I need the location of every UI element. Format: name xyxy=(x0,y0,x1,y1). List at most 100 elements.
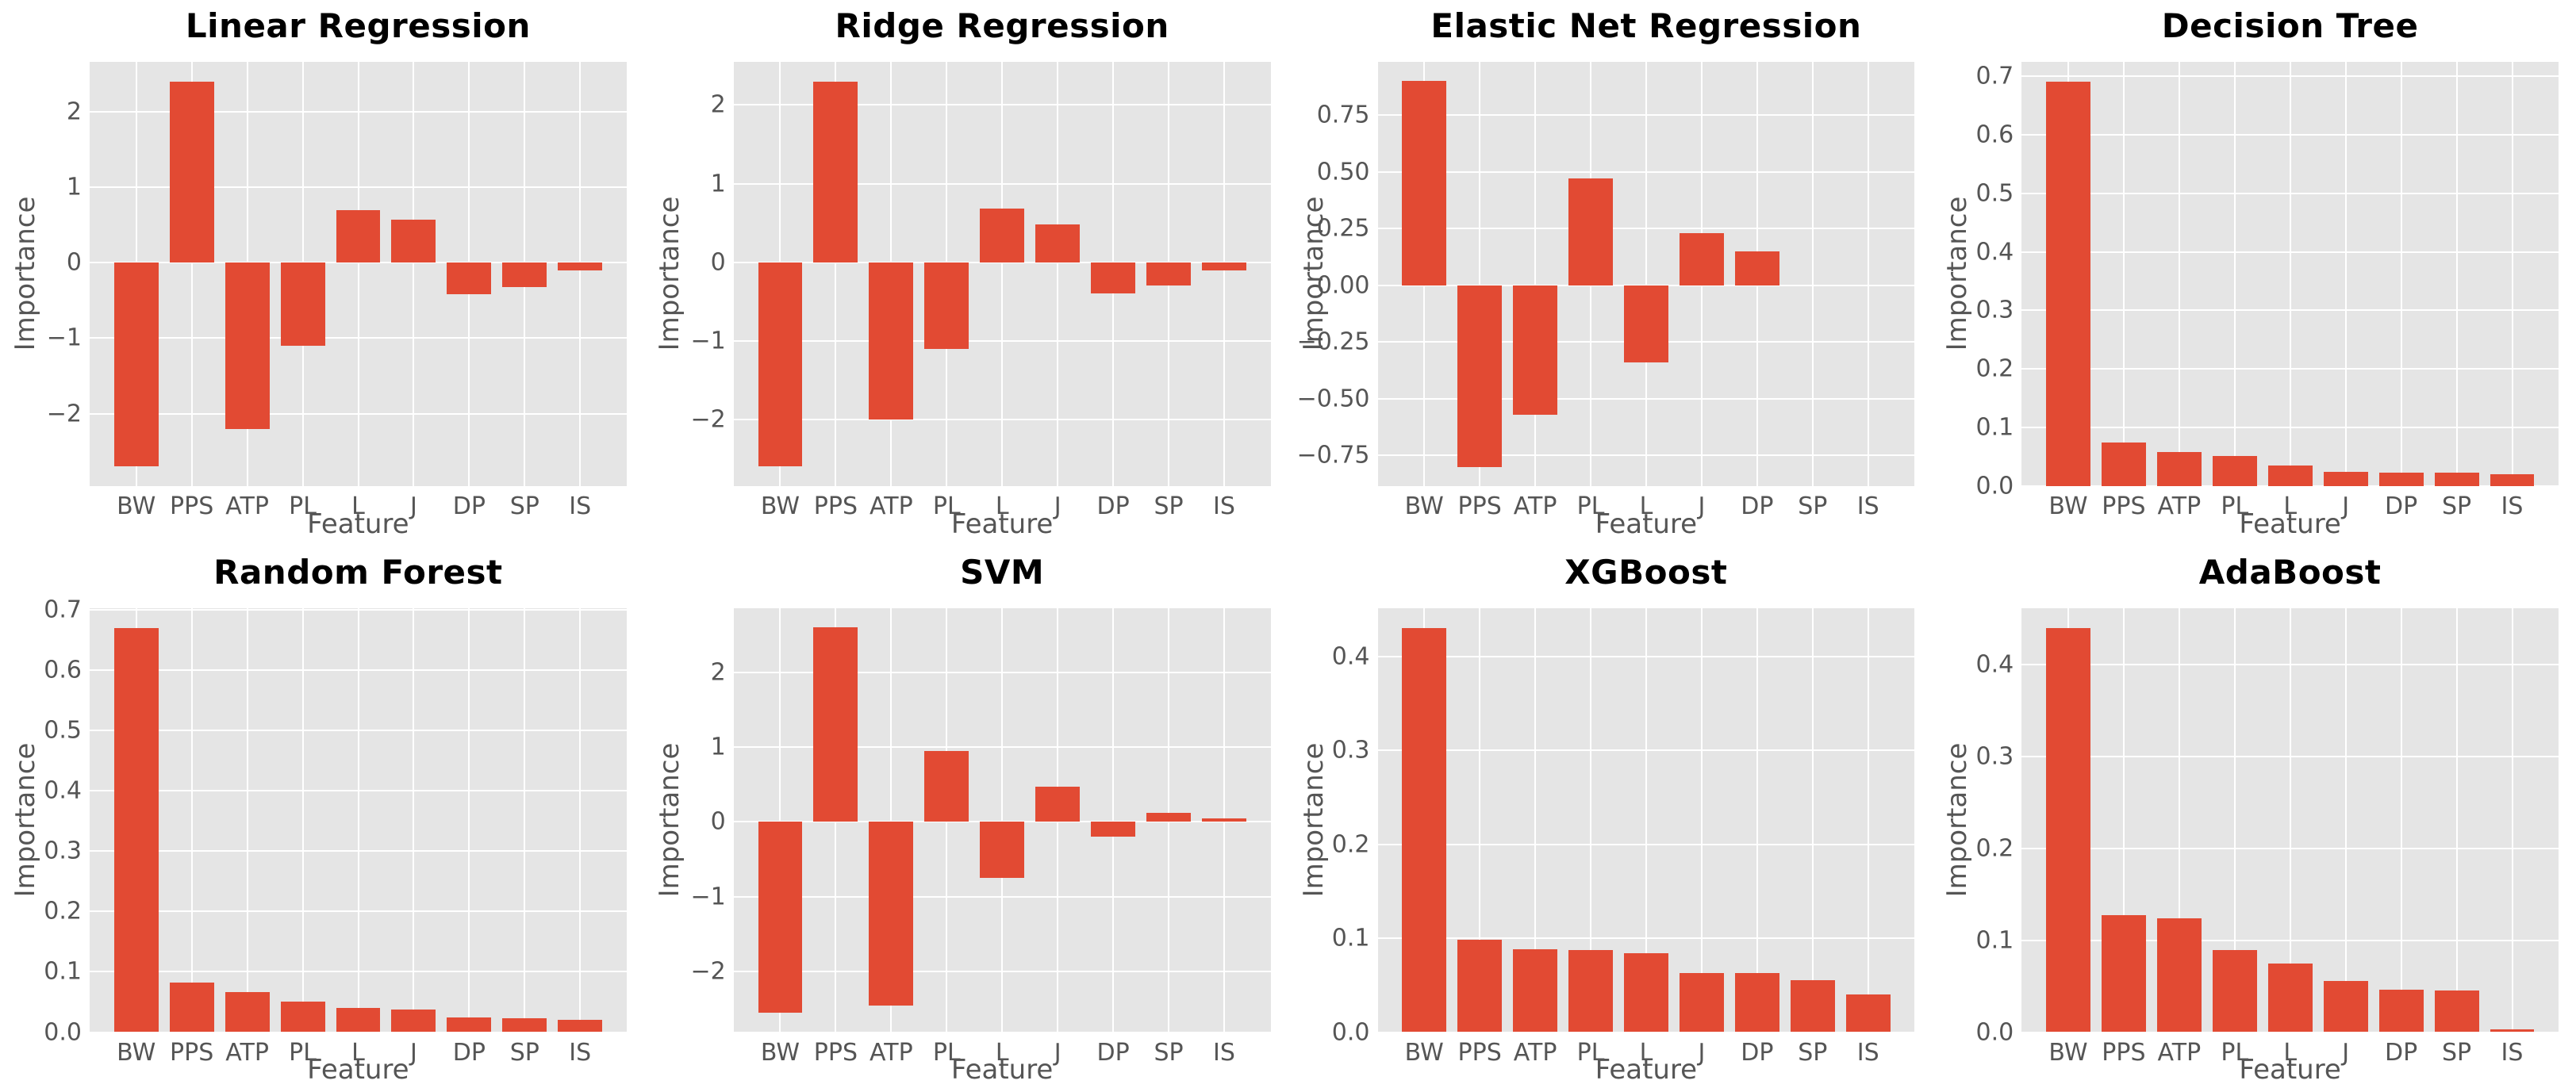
bar-L xyxy=(336,209,381,263)
bar-DP xyxy=(447,262,492,295)
bar-PL xyxy=(2212,455,2257,486)
x-tick-label: PL xyxy=(1576,492,1605,520)
y-tick-label: 0.4 xyxy=(1975,650,2014,679)
x-gridline xyxy=(1001,607,1004,1032)
y-tick-label: 0.0 xyxy=(44,1018,82,1046)
bar-J xyxy=(1679,972,1724,1033)
bar-ATP xyxy=(869,822,914,1006)
x-gridline xyxy=(579,607,582,1032)
bar-DP xyxy=(2378,473,2424,486)
bar-SP xyxy=(2434,990,2479,1033)
y-tick-label: 0.6 xyxy=(1975,121,2014,149)
bar-SP xyxy=(1146,262,1192,286)
x-gridline xyxy=(2178,62,2180,486)
x-tick-label: PPS xyxy=(170,1038,214,1067)
x-gridline xyxy=(2511,607,2513,1032)
y-gridline xyxy=(1377,1031,1915,1033)
x-gridline xyxy=(1867,607,1869,1032)
chart-title: Ridge Regression xyxy=(835,6,1169,45)
x-tick-label: PPS xyxy=(813,492,858,520)
x-gridline xyxy=(190,607,193,1032)
x-tick-label: DP xyxy=(1096,492,1130,520)
x-tick-label: J xyxy=(1054,1038,1061,1067)
bar-BW xyxy=(758,822,803,1013)
y-tick-label: 1 xyxy=(710,733,726,761)
y-tick-label: 0.2 xyxy=(44,897,82,925)
x-gridline xyxy=(1811,62,1814,486)
bar-ATP xyxy=(225,991,270,1033)
x-gridline xyxy=(524,607,526,1032)
bar-ATP xyxy=(2156,452,2202,486)
x-tick-label: IS xyxy=(1213,1038,1235,1067)
bar-BW xyxy=(1402,627,1447,1033)
x-tick-label: DP xyxy=(452,1038,486,1067)
plot-area: −0.75 −0.50 −0.25 0.00 0.25 0.50 0.75 BW PPS ATP P… xyxy=(1297,62,1915,520)
bar-BW xyxy=(2046,82,2090,486)
bar-IS xyxy=(2490,1029,2535,1033)
bar-PL xyxy=(280,1002,325,1033)
bar-PPS xyxy=(813,627,858,822)
bar-L xyxy=(980,209,1025,262)
y-tick-label: 0.4 xyxy=(1331,642,1370,671)
bar-L xyxy=(980,822,1025,879)
y-tick-label: −1 xyxy=(46,324,82,352)
x-tick-label: DP xyxy=(1741,492,1774,520)
x-tick-label: PPS xyxy=(2102,1038,2146,1067)
x-gridline xyxy=(301,607,304,1032)
bar-BW xyxy=(758,262,803,467)
y-tick-label: −0.25 xyxy=(1296,328,1370,356)
x-tick-label: J xyxy=(1054,492,1061,520)
bar-PL xyxy=(1568,178,1614,285)
x-tick-label: SP xyxy=(509,492,539,520)
x-tick-label: IS xyxy=(569,492,592,520)
x-axis-label: Feature xyxy=(307,508,409,540)
x-tick-label: PL xyxy=(1576,1038,1605,1067)
bar-PL xyxy=(2212,950,2257,1033)
x-tick-label: ATP xyxy=(225,492,269,520)
bar-PPS xyxy=(2101,442,2146,486)
bar-SP xyxy=(1790,980,1835,1033)
x-tick-label: IS xyxy=(1856,1038,1879,1067)
x-axis-label: Feature xyxy=(307,1054,409,1086)
y-tick-label: 0.75 xyxy=(1316,101,1370,129)
bar-ATP xyxy=(2156,918,2202,1033)
x-axis-label: Feature xyxy=(1595,1054,1698,1086)
x-tick-label: ATP xyxy=(1513,492,1557,520)
y-tick-label: 0.3 xyxy=(44,837,82,865)
x-tick-label: PPS xyxy=(1457,492,1502,520)
y-tick-label: 0.7 xyxy=(44,596,82,624)
bar-J xyxy=(2323,980,2368,1033)
y-axis-label: Importance xyxy=(653,196,685,351)
bar-IS xyxy=(1202,262,1246,270)
y-tick-label: −2 xyxy=(690,405,726,434)
y-tick-label: 0.1 xyxy=(44,957,82,986)
x-tick-label: BW xyxy=(2048,1038,2088,1067)
subplot-random-forest: Random Forest Importance 0.0 0.1 0.2 0.3 0.4… xyxy=(0,546,644,1092)
y-gridline xyxy=(2021,485,2559,487)
x-tick-label: BW xyxy=(760,492,800,520)
y-tick-label: 0 xyxy=(710,807,726,836)
x-tick-label: PPS xyxy=(2102,492,2146,520)
bar-J xyxy=(391,219,436,263)
bar-IS xyxy=(1845,994,1891,1033)
y-tick-label: 0.5 xyxy=(44,716,82,745)
x-tick-label: L xyxy=(351,1038,365,1067)
bar-J xyxy=(391,1010,436,1033)
subplot-decision-tree: Decision Tree Importance 0.0 0.1 0.2 0.3 0.4… xyxy=(1932,0,2576,546)
bar-PPS xyxy=(169,81,214,263)
x-gridline xyxy=(413,62,415,486)
y-tick-label: 0.1 xyxy=(1331,924,1370,952)
bar-DP xyxy=(1734,972,1779,1033)
bar-DP xyxy=(447,1017,492,1033)
x-tick-label: J xyxy=(410,492,417,520)
x-gridline xyxy=(2400,62,2402,486)
x-gridline xyxy=(779,607,781,1032)
bar-PPS xyxy=(1457,940,1503,1033)
bar-SP xyxy=(2434,473,2479,486)
y-tick-label: 0.0 xyxy=(1331,1018,1370,1046)
x-tick-label: IS xyxy=(2501,1038,2524,1067)
x-gridline xyxy=(357,607,359,1032)
chart-title: Elastic Net Regression xyxy=(1430,6,1862,45)
bar-BW xyxy=(1402,81,1447,285)
